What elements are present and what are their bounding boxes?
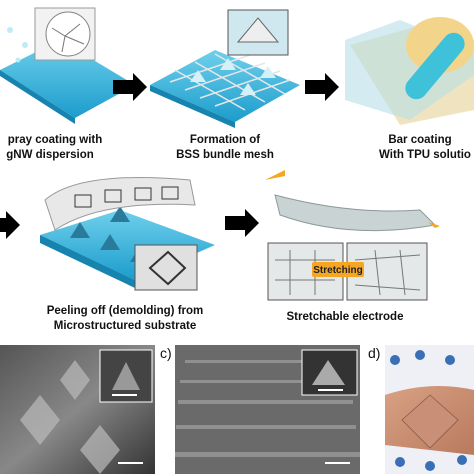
caption: Stretchable electrode: [287, 311, 404, 323]
stretch-label: Stretching: [313, 265, 362, 276]
step-4-illustration: [40, 177, 215, 291]
panel-b-image: [0, 345, 155, 474]
caption: Formation of: [190, 134, 260, 146]
step-3-illustration: [345, 17, 474, 125]
caption: Peeling off (demolding) from: [47, 305, 204, 317]
caption: BSS bundle mesh: [176, 149, 274, 161]
process-arrow: [305, 73, 339, 101]
step-5-illustration: Stretching: [265, 170, 440, 301]
panel-label: d): [368, 345, 380, 361]
caption: pray coating with: [8, 134, 103, 146]
step-2-illustration: [150, 9, 300, 128]
caption: Microstructured substrate: [54, 320, 197, 332]
caption: Bar coating: [388, 134, 451, 146]
step-1-illustration: [0, 7, 135, 124]
caption: With TPU solutio: [379, 149, 471, 161]
process-arrow: [0, 211, 20, 239]
stretch-badge: [312, 262, 364, 277]
caption: gNW dispersion: [6, 149, 94, 161]
panel-label: c): [160, 345, 172, 361]
panel-c-image: [175, 345, 360, 474]
panel-d-image: [385, 345, 474, 474]
process-arrow: [113, 73, 147, 101]
process-arrow: [225, 209, 259, 237]
